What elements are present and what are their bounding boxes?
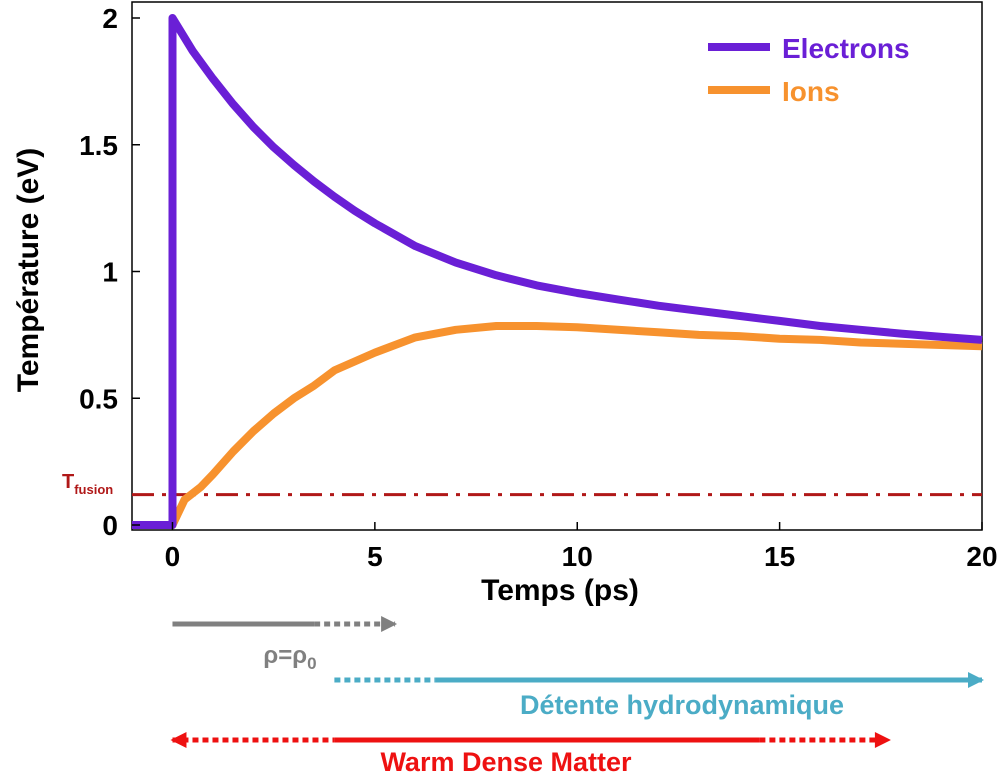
y-tick-label: 0.5 (79, 383, 118, 414)
x-tick-label: 15 (764, 541, 795, 572)
annotation-arrowhead-right (968, 672, 984, 688)
y-tick-label: 0 (102, 510, 118, 541)
annotation-arrowhead-left (170, 732, 187, 748)
y-tick-label: 1 (102, 257, 118, 288)
x-tick-label: 0 (165, 541, 181, 572)
annotation-arrowhead-right (381, 616, 398, 632)
annotation-arrow-0 (172, 616, 398, 632)
ticks-layer: 0 5 10 15 20 0 0.5 1 1.5 2 (79, 3, 998, 572)
x-tick-label: 10 (562, 541, 593, 572)
legend: Electrons Ions (708, 33, 910, 107)
series-line-electrons (132, 14, 983, 529)
annotation-arrowhead-right (874, 732, 891, 748)
series-layer (132, 14, 983, 529)
y-tick-label: 2 (102, 3, 118, 34)
x-tick-label: 20 (966, 541, 997, 572)
annotations-layer (170, 616, 984, 748)
legend-label-ions: Ions (782, 76, 840, 107)
threshold-label: Tfusion (62, 471, 113, 497)
threshold-label-sub: fusion (74, 482, 113, 497)
plot-frame (131, 1, 983, 531)
annotation-arrow-1 (334, 672, 984, 688)
threshold-label-main: T (62, 471, 74, 493)
series-line-ions (132, 322, 983, 529)
x-axis-title: Temps (ps) (481, 574, 639, 607)
annotation-arrow-2 (170, 732, 891, 748)
annotation-label-rho-main: ρ=ρ (263, 642, 307, 669)
annotation-label-wdm: Warm Dense Matter (380, 747, 632, 777)
annotation-label-rho-sub: 0 (307, 654, 316, 673)
annotation-label-detente: Détente hydrodynamique (520, 690, 844, 720)
y-axis-title: Température (eV) (12, 148, 45, 393)
annotation-label-rho: ρ=ρ0 (263, 642, 316, 673)
x-tick-label: 5 (367, 541, 383, 572)
legend-label-electrons: Electrons (782, 33, 910, 64)
y-tick-label: 1.5 (79, 130, 118, 161)
